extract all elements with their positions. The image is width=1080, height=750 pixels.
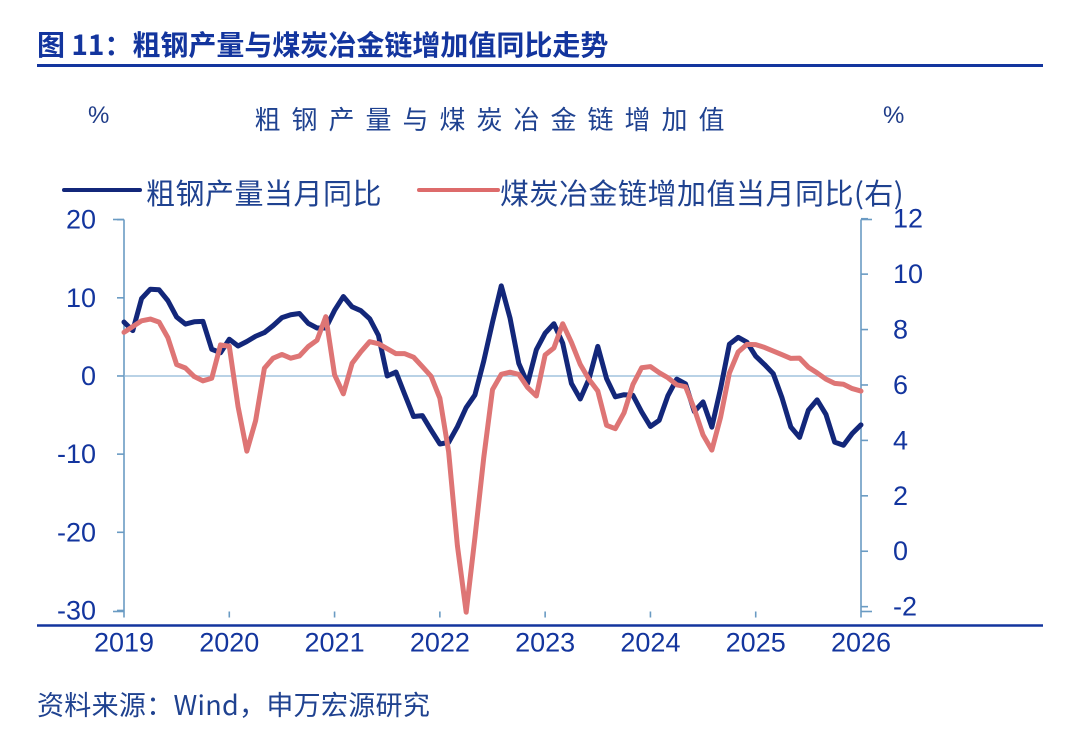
svg-text:20: 20	[66, 205, 96, 235]
svg-text:2023: 2023	[515, 628, 575, 658]
svg-text:2025: 2025	[726, 628, 786, 658]
svg-text:2021: 2021	[305, 628, 365, 658]
svg-text:0: 0	[81, 361, 96, 391]
svg-text:8: 8	[893, 315, 908, 345]
svg-text:-2: -2	[893, 592, 917, 622]
svg-text:0: 0	[893, 536, 908, 566]
svg-text:-20: -20	[57, 517, 96, 547]
svg-text:2019: 2019	[94, 628, 154, 658]
svg-text:12: 12	[893, 204, 923, 234]
svg-text:6: 6	[893, 370, 908, 400]
svg-text:2024: 2024	[620, 628, 680, 658]
svg-text:-30: -30	[57, 595, 96, 625]
svg-text:2022: 2022	[410, 628, 470, 658]
svg-text:-10: -10	[57, 439, 96, 469]
svg-text:2: 2	[893, 481, 908, 511]
svg-text:2026: 2026	[831, 628, 891, 658]
svg-text:10: 10	[893, 259, 923, 289]
svg-text:2020: 2020	[199, 628, 259, 658]
svg-text:10: 10	[66, 283, 96, 313]
svg-text:4: 4	[893, 425, 908, 455]
